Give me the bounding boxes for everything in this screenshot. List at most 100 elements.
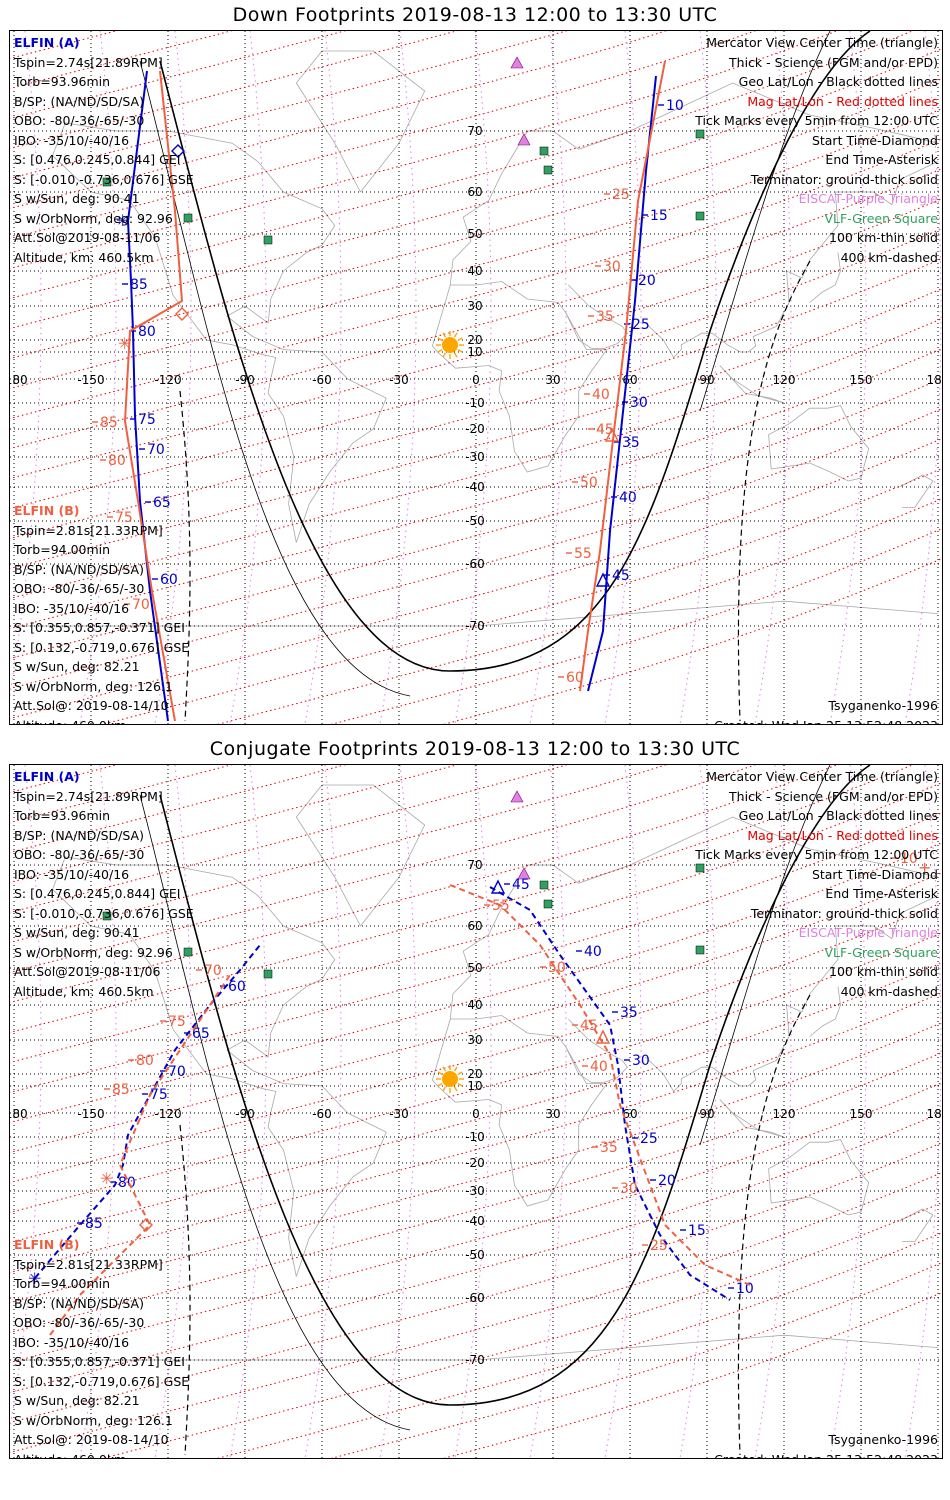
- lat-tick-label: -30: [465, 1184, 485, 1198]
- lat-tick-label: -70: [465, 1353, 485, 1367]
- legend-line: End Time-Asterisk: [825, 886, 938, 901]
- elfin-a-conj-west-track-tick-label: 70: [168, 1064, 186, 1080]
- elfin-b-altitude: Altitude: 460.0km: [14, 1451, 127, 1459]
- mag-parallel: [10, 1022, 942, 1303]
- elfin-b-info: ELFIN (B) Tspin=2.81s[21.33RPM] Torb=94.…: [14, 1235, 189, 1459]
- mag-parallel: [10, 258, 942, 539]
- mag-parallel: [102, 1202, 942, 1458]
- sun-icon: [442, 1071, 458, 1087]
- lon-tick-label: -150: [77, 1107, 104, 1121]
- coastline: [14, 1334, 939, 1361]
- mag-parallel: [10, 1082, 942, 1363]
- legend-line: VLF-Green Square: [824, 944, 938, 960]
- legend-line: 400 km-dashed: [840, 249, 938, 265]
- sun-ray: [442, 332, 447, 338]
- elfin-a-west-track: [126, 70, 169, 722]
- mag-parallel: [10, 31, 838, 269]
- legend-line: Terminator: ground-thick solid: [750, 905, 938, 921]
- lat-tick-label: 70: [467, 858, 482, 872]
- elfin-b-east-track-tick-label: 60: [566, 670, 584, 686]
- vlf-square-icon: [183, 213, 193, 223]
- lon-tick-label: -90: [235, 1107, 255, 1121]
- elfin-b-west-track-tick-label: 70: [132, 597, 150, 613]
- footer-info: Tsyganenko-1996 Created: Wed Jan 25 13:5…: [714, 1430, 938, 1458]
- vlf-square-icon: [543, 899, 553, 909]
- legend-line: Mag Lat/Lon - Red dotted lines: [747, 827, 938, 843]
- mag-parallel: [10, 1142, 942, 1423]
- legend-line: EISCAT-Purple Triangle: [798, 191, 938, 206]
- elfin-a-conj-west-track-tick-label: 75: [150, 1087, 168, 1103]
- mag-meridian: [754, 765, 792, 1458]
- vlf-square-icon: [695, 945, 705, 955]
- eiscat-triangle-icon: [510, 790, 524, 803]
- coastline: [899, 1208, 934, 1242]
- elfin-b-info: ELFIN (B) Tspin=2.81s[21.33RPM] Torb=94.…: [14, 501, 189, 724]
- sun-ray: [453, 1066, 458, 1072]
- elfin-a-conj-east-track: [489, 886, 731, 1301]
- terminator-100km: [139, 31, 831, 697]
- sun-ray: [442, 352, 447, 358]
- mag-meridian: [604, 31, 642, 724]
- elfin-b-bsp: B/SP: (NA/ND/SD/SA): [14, 561, 144, 577]
- mag-parallel: [10, 902, 942, 1183]
- end-asterisk-icon: +: [918, 858, 931, 877]
- legend-line: End Time-Asterisk: [825, 152, 938, 167]
- lat-tick-label: 20: [467, 333, 482, 347]
- mag-parallel: [10, 348, 942, 629]
- sun-ray: [457, 1082, 463, 1087]
- elfin-a-info: ELFIN (A) Tspin=2.74s[21.89RPM] Torb=93.…: [14, 767, 194, 1001]
- elfin-a-conj-east-track-tick-label: 25: [640, 1131, 658, 1147]
- mag-parallel: [10, 812, 942, 1093]
- coastline: [52, 122, 387, 543]
- elfin-a-west-track-tick-label: 85: [130, 277, 148, 293]
- vlf-square-icon: [695, 211, 705, 221]
- mag-meridian: [829, 765, 867, 1458]
- mag-meridian: [904, 31, 942, 724]
- sun-ray: [437, 1071, 443, 1076]
- legend-line: Terminator: ground-thick solid: [750, 171, 938, 187]
- elfin-b-conj-east-track-tick-label: 45: [580, 1018, 598, 1034]
- mag-meridian: [154, 765, 192, 1458]
- elfin-a-west-track-tick-label: 75: [138, 412, 156, 428]
- lon-tick-label: -180: [10, 373, 28, 387]
- sun-ray: [442, 1086, 447, 1092]
- sun-ray: [457, 1071, 463, 1076]
- elfin-b-obo: OBO: -80/-36/-65/-30: [14, 581, 145, 596]
- elfin-a-obo: OBO: -80/-36/-65/-30: [14, 847, 145, 862]
- sun-ray: [437, 337, 443, 342]
- terminator-400km: [179, 994, 811, 1456]
- coastline: [14, 600, 939, 627]
- elfin-a-conj-east-track-tick-label: 40: [584, 944, 602, 960]
- footer-info: Tsyganenko-1996 Created: Wed Jan 25 13:5…: [714, 696, 938, 724]
- coastline: [565, 284, 628, 349]
- vlf-square-icon: [102, 911, 112, 921]
- elfin-a-ibo: IBO: -35/10/-40/16: [14, 132, 130, 148]
- sun-ray: [437, 1082, 443, 1087]
- lon-tick-label: 60: [622, 373, 637, 387]
- lon-tick-label: 120: [773, 1107, 796, 1121]
- mag-parallel: [10, 78, 942, 359]
- model-label: Tsyganenko-1996: [828, 698, 938, 713]
- coastline: [295, 50, 426, 193]
- elfin-a-east-track-tick-label: 35: [622, 435, 640, 451]
- lon-tick-label: 60: [622, 1107, 637, 1121]
- mag-meridian: [79, 765, 117, 1458]
- center-time-triangle-icon: [490, 879, 506, 894]
- elfin-b-conj-east-track-tick-label: 55: [492, 898, 510, 914]
- coastline: [431, 281, 608, 473]
- mag-parallel: [10, 408, 942, 689]
- elfin-a-altitude: Altitude, km: 460.5km: [14, 249, 154, 265]
- vlf-square-icon: [102, 177, 112, 187]
- lat-tick-label: 10: [467, 1079, 482, 1093]
- mag-meridian: [454, 31, 492, 724]
- mag-parallel: [330, 1262, 942, 1458]
- elfin-b-west-track-tick-label: 85: [100, 415, 118, 431]
- legend: Mercator View Center Time (triangle) Thi…: [695, 33, 938, 267]
- mag-parallel: [10, 228, 942, 509]
- mag-parallel: [10, 288, 942, 569]
- mag-meridian: [10, 765, 42, 1432]
- lat-tick-label: -40: [465, 1214, 485, 1228]
- elfin-b-east-track-tick-label: 25: [612, 187, 630, 203]
- vlf-square-icon: [263, 235, 273, 245]
- elfin-b-tspin: Tspin=2.81s[21.33RPM]: [14, 522, 163, 538]
